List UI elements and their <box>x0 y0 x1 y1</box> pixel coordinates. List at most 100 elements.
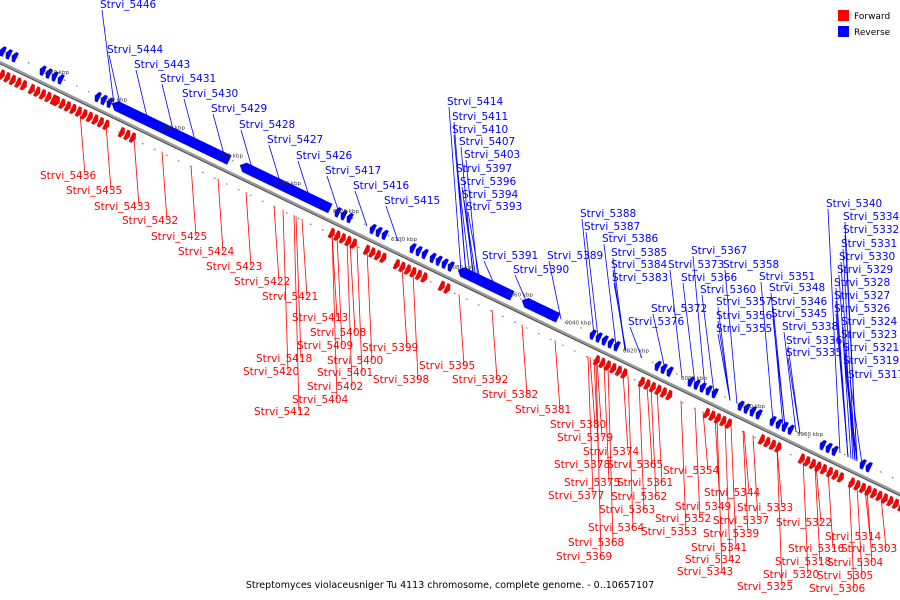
axis-minor-tick <box>465 298 468 301</box>
leader-line-reverse <box>760 281 774 422</box>
axis-minor-tick <box>879 470 882 473</box>
legend-reverse-label: Reverse <box>854 28 891 38</box>
leader-line-forward <box>273 205 280 282</box>
gene-arrow-reverse <box>346 212 354 224</box>
leader-line-reverse <box>724 269 738 404</box>
kbp-tick-label: 6120 kbp <box>333 209 359 215</box>
gene-arrow-forward <box>44 91 52 103</box>
leader-line-forward <box>702 411 709 471</box>
gene-label-reverse: Strvi_5414 <box>447 96 504 108</box>
gene-arrow-forward <box>891 498 899 509</box>
gene-arrow-forward <box>327 227 335 239</box>
axis-shadow <box>0 62 900 497</box>
axis-minor-tick <box>249 194 252 197</box>
gene-label-forward: Strvi_5325 <box>737 581 793 593</box>
leader-line-reverse <box>354 190 368 227</box>
gene-label-forward: Strvi_5344 <box>704 487 761 499</box>
gene-arrow-forward <box>63 100 71 112</box>
gene-arrow-reverse <box>687 376 695 388</box>
leader-line-forward <box>724 421 731 560</box>
axis-minor-tick <box>651 361 654 364</box>
legend-reverse-swatch <box>838 26 849 37</box>
gene-arrow-reverse <box>421 248 429 260</box>
gene-label-forward: Strvi_5377 <box>548 490 604 502</box>
leader-line-forward <box>856 485 863 576</box>
axis-minor-tick <box>351 217 354 220</box>
gene-arrow-reverse <box>737 400 745 412</box>
leader-line-forward <box>866 490 873 563</box>
leader-line-reverse <box>835 313 849 458</box>
gene-label-forward: Strvi_5380 <box>550 419 606 431</box>
gene-arrow-reverse <box>0 46 7 57</box>
axis-minor-tick <box>843 453 846 456</box>
gene-arrow-reverse <box>699 382 707 393</box>
gene-arrow-forward <box>836 472 844 483</box>
gene-arrow-reverse <box>781 421 789 433</box>
gene-arrow-forward <box>69 103 77 115</box>
leader-line-forward <box>716 418 723 572</box>
gene-label-reverse: Strvi_5328 <box>834 277 890 289</box>
leader-line-forward <box>742 430 749 534</box>
leader-line-reverse <box>385 205 399 242</box>
leader-line-forward <box>491 310 498 380</box>
gene-arrow-reverse <box>39 65 47 77</box>
leader-line-reverse <box>692 255 706 389</box>
gene-label-forward: Strvi_5432 <box>122 215 178 227</box>
gene-arrow-forward <box>659 387 667 398</box>
kbp-tick-label: 6080 kbp <box>449 265 475 271</box>
axis-minor-tick <box>453 292 456 295</box>
leader-line-forward <box>638 380 645 510</box>
gene-arrow-forward <box>19 79 27 91</box>
leader-line-forward <box>336 235 343 346</box>
gene-label-reverse: Strvi_5386 <box>602 233 659 245</box>
gene-arrow-forward <box>85 111 93 123</box>
gene-label-reverse: Strvi_5351 <box>759 271 815 283</box>
axis-minor-tick <box>357 246 360 249</box>
gene-label-reverse: Strvi_5396 <box>460 176 517 188</box>
gene-arrow-reverse <box>11 52 19 63</box>
gene-label-reverse: Strvi_5428 <box>239 119 295 131</box>
gene-label-forward: Strvi_5423 <box>206 261 262 273</box>
map-caption: Streptomyces violaceusniger Tu 4113 chro… <box>246 580 654 591</box>
leader-line-forward <box>295 216 302 359</box>
leader-line-reverse <box>783 331 797 433</box>
gene-label-forward: Strvi_5379 <box>557 432 613 444</box>
leader-line-forward <box>79 112 86 176</box>
legend: Forward Reverse <box>838 10 891 38</box>
kbp-tick-label: 6040 kbp <box>565 320 591 326</box>
gene-arrow-reverse <box>239 162 333 214</box>
leader-line-forward <box>412 272 419 380</box>
leader-line-forward <box>346 240 353 387</box>
axis-minor-tick <box>363 223 366 226</box>
leader-line-forward <box>596 360 603 438</box>
axis-minor-tick <box>213 177 216 180</box>
leader-line-reverse <box>787 357 801 435</box>
kbp-tick-label: 6100 kbp <box>391 237 417 243</box>
leader-line-forward <box>521 324 528 395</box>
gene-label-forward: Strvi_5413 <box>292 312 348 324</box>
axis-minor-tick <box>501 315 504 318</box>
axis-minor-tick <box>177 160 180 162</box>
gene-arrow-reverse <box>381 229 389 241</box>
kbp-tick-label: 5960 kbp <box>797 432 823 438</box>
axis-minor-tick <box>639 355 642 358</box>
gene-label-forward: Strvi_5342 <box>685 554 741 566</box>
leader-line-forward <box>161 151 168 221</box>
gene-label-reverse: Strvi_5360 <box>700 284 756 296</box>
leader-line-forward <box>650 386 657 497</box>
gene-arrow-forward <box>768 439 776 450</box>
gene-arrow-forward <box>847 477 855 488</box>
gene-label-reverse: Strvi_5338 <box>782 321 838 333</box>
gene-arrow-forward <box>724 418 732 429</box>
gene-arrow-reverse <box>711 388 719 399</box>
axis-minor-tick <box>585 355 588 358</box>
axis-minor-tick <box>273 206 276 208</box>
axis-minor-tick <box>537 332 540 335</box>
gene-label-forward: Strvi_5354 <box>663 465 720 477</box>
gene-arrow-forward <box>38 88 46 100</box>
gene-arrow-forward <box>14 77 22 88</box>
gene-label-reverse: Strvi_5407 <box>459 136 515 148</box>
leader-line-forward <box>401 266 408 348</box>
gene-arrow-forward <box>437 280 445 292</box>
kbp-tick-label: 6180 kbp <box>159 126 185 132</box>
